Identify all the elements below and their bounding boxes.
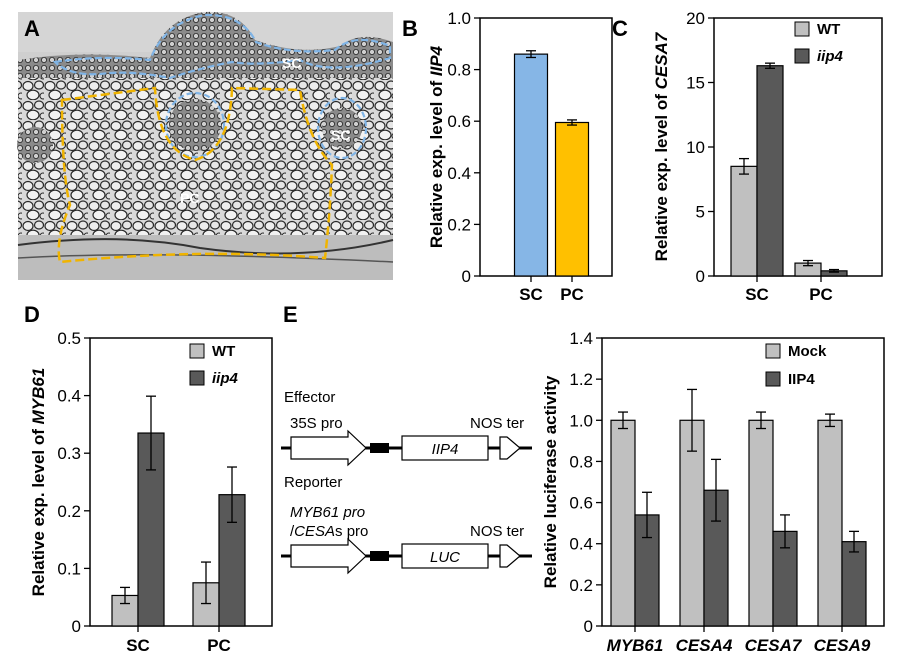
chart-e-ytick-label: 1.4 [569, 329, 593, 348]
reporter-gene-box [401, 543, 489, 569]
chart-e-bar [748, 419, 774, 627]
reporter-promoter-arrow [290, 537, 367, 575]
chart-d-category-label: SC [126, 636, 150, 655]
pc-label: PC [180, 190, 199, 206]
effector-promoter-label: 35S pro [290, 415, 343, 432]
chart-c-bar [756, 65, 784, 277]
chart-e-ylabel: Relative luciferase activity [541, 375, 560, 588]
chart-e-bar [817, 419, 843, 627]
chart-b-category-label: PC [560, 285, 584, 304]
effector-title: Effector [284, 389, 335, 406]
construct-diagram: Effector 35S pro NOS ter IIP4 Reporter M… [281, 389, 532, 575]
chart-d-category-label: PC [207, 636, 231, 655]
chart-d: 0 0.1 0.2 0.3 0.4 0.5 SC PC WT iip4 Relative exp.… [29, 329, 273, 655]
chart-d-ytick-label: 0.3 [57, 444, 81, 463]
chart-c-category-label: PC [809, 285, 833, 304]
chart-e: 0 0.2 0.4 0.6 0.8 1.0 1.2 1.4 MYB61 CESA4 CESA7 CES… [541, 329, 885, 655]
reporter-terminator-shape [499, 544, 521, 568]
chart-c-legend-swatch [794, 48, 810, 64]
chart-e-legend-label: IIP4 [788, 371, 815, 388]
panel-label-b: B [402, 16, 418, 41]
effector-terminator-shape [499, 436, 521, 460]
reporter-title: Reporter [284, 474, 342, 491]
chart-d-ytick-label: 0.2 [57, 502, 81, 521]
chart-d-ytick-label: 0.1 [57, 559, 81, 578]
chart-c-ytick-label: 10 [686, 138, 705, 157]
chart-c-ytick-label: 0 [696, 267, 705, 286]
chart-b-ytick-label: 0.4 [447, 164, 471, 183]
effector-terminator-label: NOS ter [470, 415, 524, 432]
chart-c-category-label: SC [745, 285, 769, 304]
chart-b-ytick-label: 0.6 [447, 112, 471, 131]
chart-e-category-label: CESA4 [676, 636, 733, 655]
chart-e-ytick-label: 0.2 [569, 576, 593, 595]
chart-e-category-label: CESA7 [745, 636, 803, 655]
chart-c-legend-swatch [794, 21, 810, 37]
chart-e-ytick-label: 0.6 [569, 494, 593, 513]
panel-label-a: A [24, 16, 40, 41]
chart-e-category-label: CESA9 [814, 636, 871, 655]
chart-c-ytick-label: 15 [686, 74, 705, 93]
chart-c-legend-label: iip4 [817, 48, 843, 65]
effector-linker [370, 443, 389, 453]
chart-c-bar [730, 165, 758, 277]
chart-b: 0 0.2 0.4 0.6 0.8 1.0 SC PC Relative exp. level… [427, 9, 613, 304]
sc-label-right: SC [331, 127, 350, 143]
reporter-gene-label: LUC [430, 549, 460, 566]
reporter-promoter-line1: MYB61 pro [290, 504, 365, 521]
chart-e-ytick-label: 1.0 [569, 411, 593, 430]
sc-outline-top [52, 13, 392, 80]
chart-e-legend-swatch [765, 343, 781, 359]
chart-e-ytick-label: 1.2 [569, 370, 593, 389]
chart-e-legend-swatch [765, 371, 781, 387]
chart-b-ytick-label: 0.8 [447, 61, 471, 80]
chart-b-category-label: SC [519, 285, 543, 304]
effector-gene-label: IIP4 [432, 441, 459, 458]
chart-b-bar [554, 121, 590, 277]
sc-outline-right [316, 96, 368, 160]
chart-e-ytick-label: 0.8 [569, 452, 593, 471]
chart-e-category-label: MYB61 [607, 636, 664, 655]
chart-b-ytick-label: 0 [462, 267, 471, 286]
chart-c-ylabel: Relative exp. level of CESA7 [652, 31, 671, 261]
chart-d-frame [89, 337, 273, 627]
chart-e-bar [610, 419, 636, 627]
chart-d-ytick-label: 0.4 [57, 387, 81, 406]
panel-label-e: E [283, 302, 298, 327]
chart-e-ytick-label: 0 [584, 617, 593, 636]
sc-outline-center [164, 91, 226, 159]
effector-gene-box [401, 435, 489, 461]
chart-c-legend-label: WT [817, 21, 840, 38]
chart-e-legend-label: Mock [788, 343, 827, 360]
chart-c: 0 5 10 15 20 SC PC WT iip4 Relative exp. level o… [652, 9, 883, 304]
reporter-linker [370, 551, 389, 561]
reporter-terminator-label: NOS ter [470, 523, 524, 540]
chart-d-legend-label: iip4 [212, 370, 238, 387]
chart-d-ylabel: Relative exp. level of MYB61 [29, 368, 48, 597]
chart-e-bar [841, 541, 867, 627]
chart-e-bar [679, 419, 705, 627]
chart-d-ytick-label: 0.5 [57, 329, 81, 348]
sc-label-top: SC [282, 55, 301, 71]
pc-outline [57, 86, 334, 264]
reporter-promoter-line2: /CESAs pro [290, 523, 368, 540]
chart-b-ytick-label: 0.2 [447, 215, 471, 234]
chart-e-frame [601, 337, 885, 627]
chart-d-ytick-label: 0 [72, 617, 81, 636]
chart-d-legend-swatch [189, 370, 205, 386]
chart-d-legend-label: WT [212, 343, 235, 360]
effector-promoter-arrow [290, 429, 367, 467]
micrograph: A SC SC PC [17, 11, 394, 280]
chart-c-ytick-label: 5 [696, 203, 705, 222]
panel-label-c: C [612, 16, 628, 41]
chart-e-ytick-label: 0.4 [569, 535, 593, 554]
chart-b-bar [513, 53, 549, 277]
panel-label-d: D [24, 302, 40, 327]
chart-b-ytick-label: 1.0 [447, 9, 471, 28]
chart-b-ylabel: Relative exp. level of IIP4 [427, 45, 446, 248]
chart-c-ytick-label: 20 [686, 9, 705, 28]
chart-d-legend-swatch [189, 343, 205, 359]
